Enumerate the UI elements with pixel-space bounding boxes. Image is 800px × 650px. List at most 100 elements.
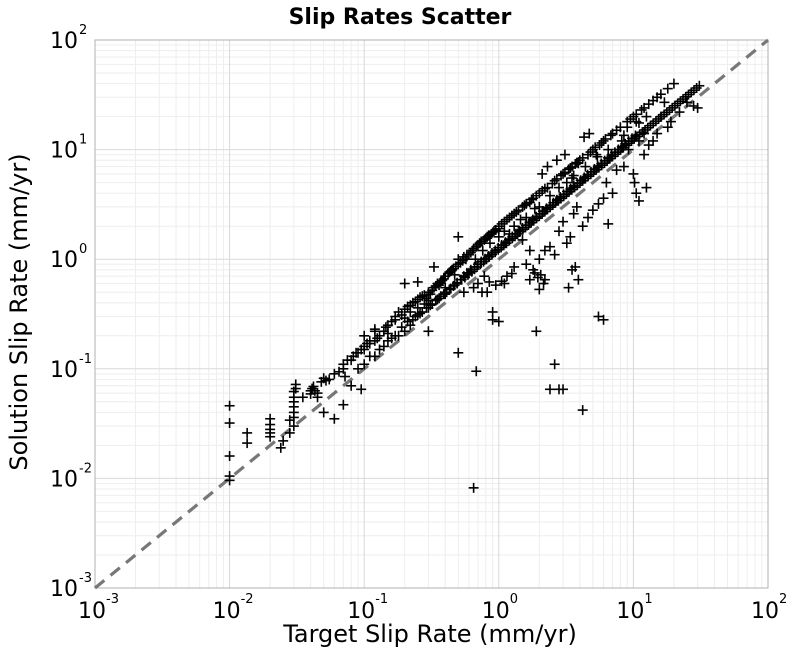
scatter-point (622, 122, 633, 133)
scatter-point (616, 135, 627, 146)
scatter-point (405, 306, 416, 317)
scatter-point (628, 168, 639, 179)
scatter-point (674, 107, 685, 118)
scatter-point (318, 407, 329, 418)
scatter-point (551, 155, 562, 166)
scatter-point (412, 276, 423, 287)
scatter-point (517, 234, 528, 245)
y-tick-label: 10 (50, 139, 78, 164)
scatter-point (618, 161, 629, 172)
scatter-point (399, 326, 410, 337)
scatter-point (290, 383, 301, 394)
scatter-point (493, 316, 504, 327)
x-tick-exponent: 1 (644, 592, 652, 607)
scatter-point (580, 161, 591, 172)
x-tick-label: 10 (347, 599, 375, 624)
scatter-point (558, 384, 569, 395)
scatter-point (417, 291, 428, 302)
x-tick-label: 10 (751, 599, 779, 624)
scatter-point (224, 400, 235, 411)
scatter-point (477, 245, 488, 256)
scatter-point (471, 366, 482, 377)
scatter-point (393, 330, 404, 341)
scatter-point (598, 314, 609, 325)
scatter-point (573, 274, 584, 285)
scatter-point (515, 214, 526, 225)
y-tick-exponent: 1 (79, 133, 87, 148)
y-tick-exponent: -1 (79, 352, 92, 367)
scatter-point (534, 284, 545, 295)
scatter-point (224, 418, 235, 429)
x-tick-label: 10 (482, 599, 510, 624)
scatter-point (468, 282, 479, 293)
scatter-point (692, 102, 703, 113)
scatter-point (600, 133, 611, 144)
x-tick-exponent: 2 (779, 592, 787, 607)
scatter-point (630, 130, 641, 141)
scatter-point (312, 392, 323, 403)
scatter-point (577, 405, 588, 416)
scatter-point (641, 111, 652, 122)
scatter-point (511, 206, 522, 217)
scatter-point (605, 130, 616, 141)
scatter-point (308, 381, 319, 392)
scatter-point (423, 326, 434, 337)
scatter-point (468, 482, 479, 493)
scatter-point (553, 226, 564, 237)
scatter-point (519, 200, 530, 211)
scatter-point (618, 130, 629, 141)
scatter-point (472, 278, 483, 289)
scatter-point (579, 132, 590, 143)
scatter-point (224, 475, 235, 486)
scatter-point (559, 149, 570, 160)
y-tick-label: 10 (50, 358, 78, 383)
scatter-point (278, 435, 289, 446)
scatter-point (453, 231, 464, 242)
scatter-point (410, 296, 421, 307)
scatter-point (568, 208, 579, 219)
scatter-point (359, 359, 370, 370)
scatter-point (535, 269, 546, 280)
scatter-point (297, 392, 308, 403)
scatter-point (587, 205, 598, 216)
scatter-point (449, 269, 460, 280)
scatter-point (369, 324, 380, 335)
scatter-point (448, 263, 459, 274)
chart-title: Slip Rates Scatter (289, 5, 512, 30)
scatter-point (549, 359, 560, 370)
scatter-point (633, 135, 644, 146)
scatter-point (479, 271, 490, 282)
scatter-point (598, 193, 609, 204)
scatter-point (568, 170, 579, 181)
scatter-point (453, 347, 464, 358)
scatter-point (544, 384, 555, 395)
scatter-point (583, 212, 594, 223)
scatter-point (509, 261, 520, 272)
x-tick-exponent: -1 (375, 592, 388, 607)
scatter-point (641, 182, 652, 193)
scatter-point (407, 314, 418, 325)
x-tick-labels: 10 -3 10 -2 10 -1 10 0 10 1 10 2 (78, 592, 787, 624)
scatter-point (339, 371, 350, 382)
scatter-point (567, 173, 578, 184)
scatter-point (386, 333, 397, 344)
x-axis-label: Target Slip Rate (mm/yr) (282, 620, 577, 648)
scatter-point (476, 287, 487, 298)
scatter-point (544, 190, 555, 201)
scatter-point (275, 442, 286, 453)
scatter-point (629, 177, 640, 188)
scatter-point (305, 388, 316, 399)
scatter-point (636, 104, 647, 115)
scatter-point (639, 149, 650, 160)
scatter-point (558, 216, 569, 227)
scatter-point (681, 97, 692, 108)
scatter-point (565, 231, 576, 242)
scatter-point (648, 135, 659, 146)
scatter-point (639, 128, 650, 139)
scatter-point (324, 374, 335, 385)
scatter-point (496, 276, 507, 287)
scatter-point (428, 261, 439, 272)
y-tick-exponent: 2 (79, 23, 87, 38)
scatter-point (570, 261, 581, 272)
scatter-point (417, 306, 428, 317)
